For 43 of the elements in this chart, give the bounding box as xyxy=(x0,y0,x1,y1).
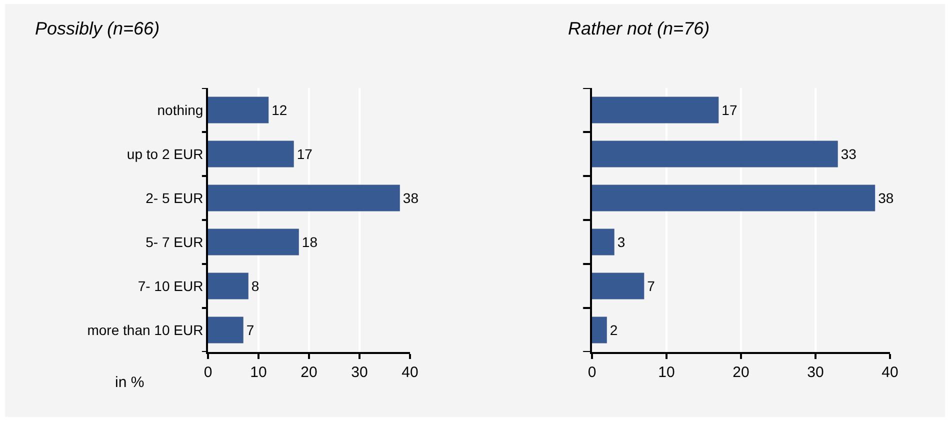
y-tick-label: 2- 5 EUR xyxy=(146,190,204,206)
bar xyxy=(208,272,248,300)
bar xyxy=(208,96,269,124)
x-tick-label: 30 xyxy=(807,364,824,381)
data-label: 7 xyxy=(246,322,254,338)
y-tick-label: up to 2 EUR xyxy=(126,146,204,162)
bar xyxy=(592,96,719,124)
bar xyxy=(592,272,644,300)
chart-title: Possibly (n=66) xyxy=(35,18,160,38)
bar xyxy=(208,316,244,344)
x-tick-label: 0 xyxy=(204,364,212,381)
bar xyxy=(208,228,299,256)
data-label: 38 xyxy=(878,190,894,206)
data-label: 7 xyxy=(647,278,656,294)
bar xyxy=(592,140,838,168)
x-tick-label: 0 xyxy=(588,364,596,381)
y-tick-label: 5- 7 EUR xyxy=(146,234,204,250)
bar xyxy=(592,228,614,256)
x-tick-label: 40 xyxy=(402,364,418,381)
data-label: 3 xyxy=(617,234,626,250)
y-tick-label: nothing xyxy=(157,102,204,118)
data-label: 38 xyxy=(402,190,419,206)
x-tick-label: 10 xyxy=(658,364,675,381)
data-label: 33 xyxy=(840,146,857,162)
x-tick-label: 10 xyxy=(250,364,267,381)
data-label: 12 xyxy=(272,102,288,118)
data-label: 17 xyxy=(722,102,738,118)
data-label: 17 xyxy=(296,146,313,162)
y-tick-label: more than 10 EUR xyxy=(87,322,204,338)
x-axis-title: in % xyxy=(115,374,144,391)
bar xyxy=(592,184,876,212)
data-label: 18 xyxy=(302,234,318,250)
chart-title: Rather not (n=76) xyxy=(568,18,710,38)
x-tick-label: 40 xyxy=(882,364,898,381)
bar xyxy=(208,140,294,168)
x-tick-label: 30 xyxy=(351,364,368,381)
bar xyxy=(592,316,607,344)
data-label: 8 xyxy=(251,278,260,294)
x-tick-label: 20 xyxy=(300,364,318,381)
data-label: 2 xyxy=(610,322,618,338)
bar xyxy=(208,184,400,212)
y-tick-label: 7- 10 EUR xyxy=(138,278,204,294)
x-tick-label: 20 xyxy=(732,364,750,381)
